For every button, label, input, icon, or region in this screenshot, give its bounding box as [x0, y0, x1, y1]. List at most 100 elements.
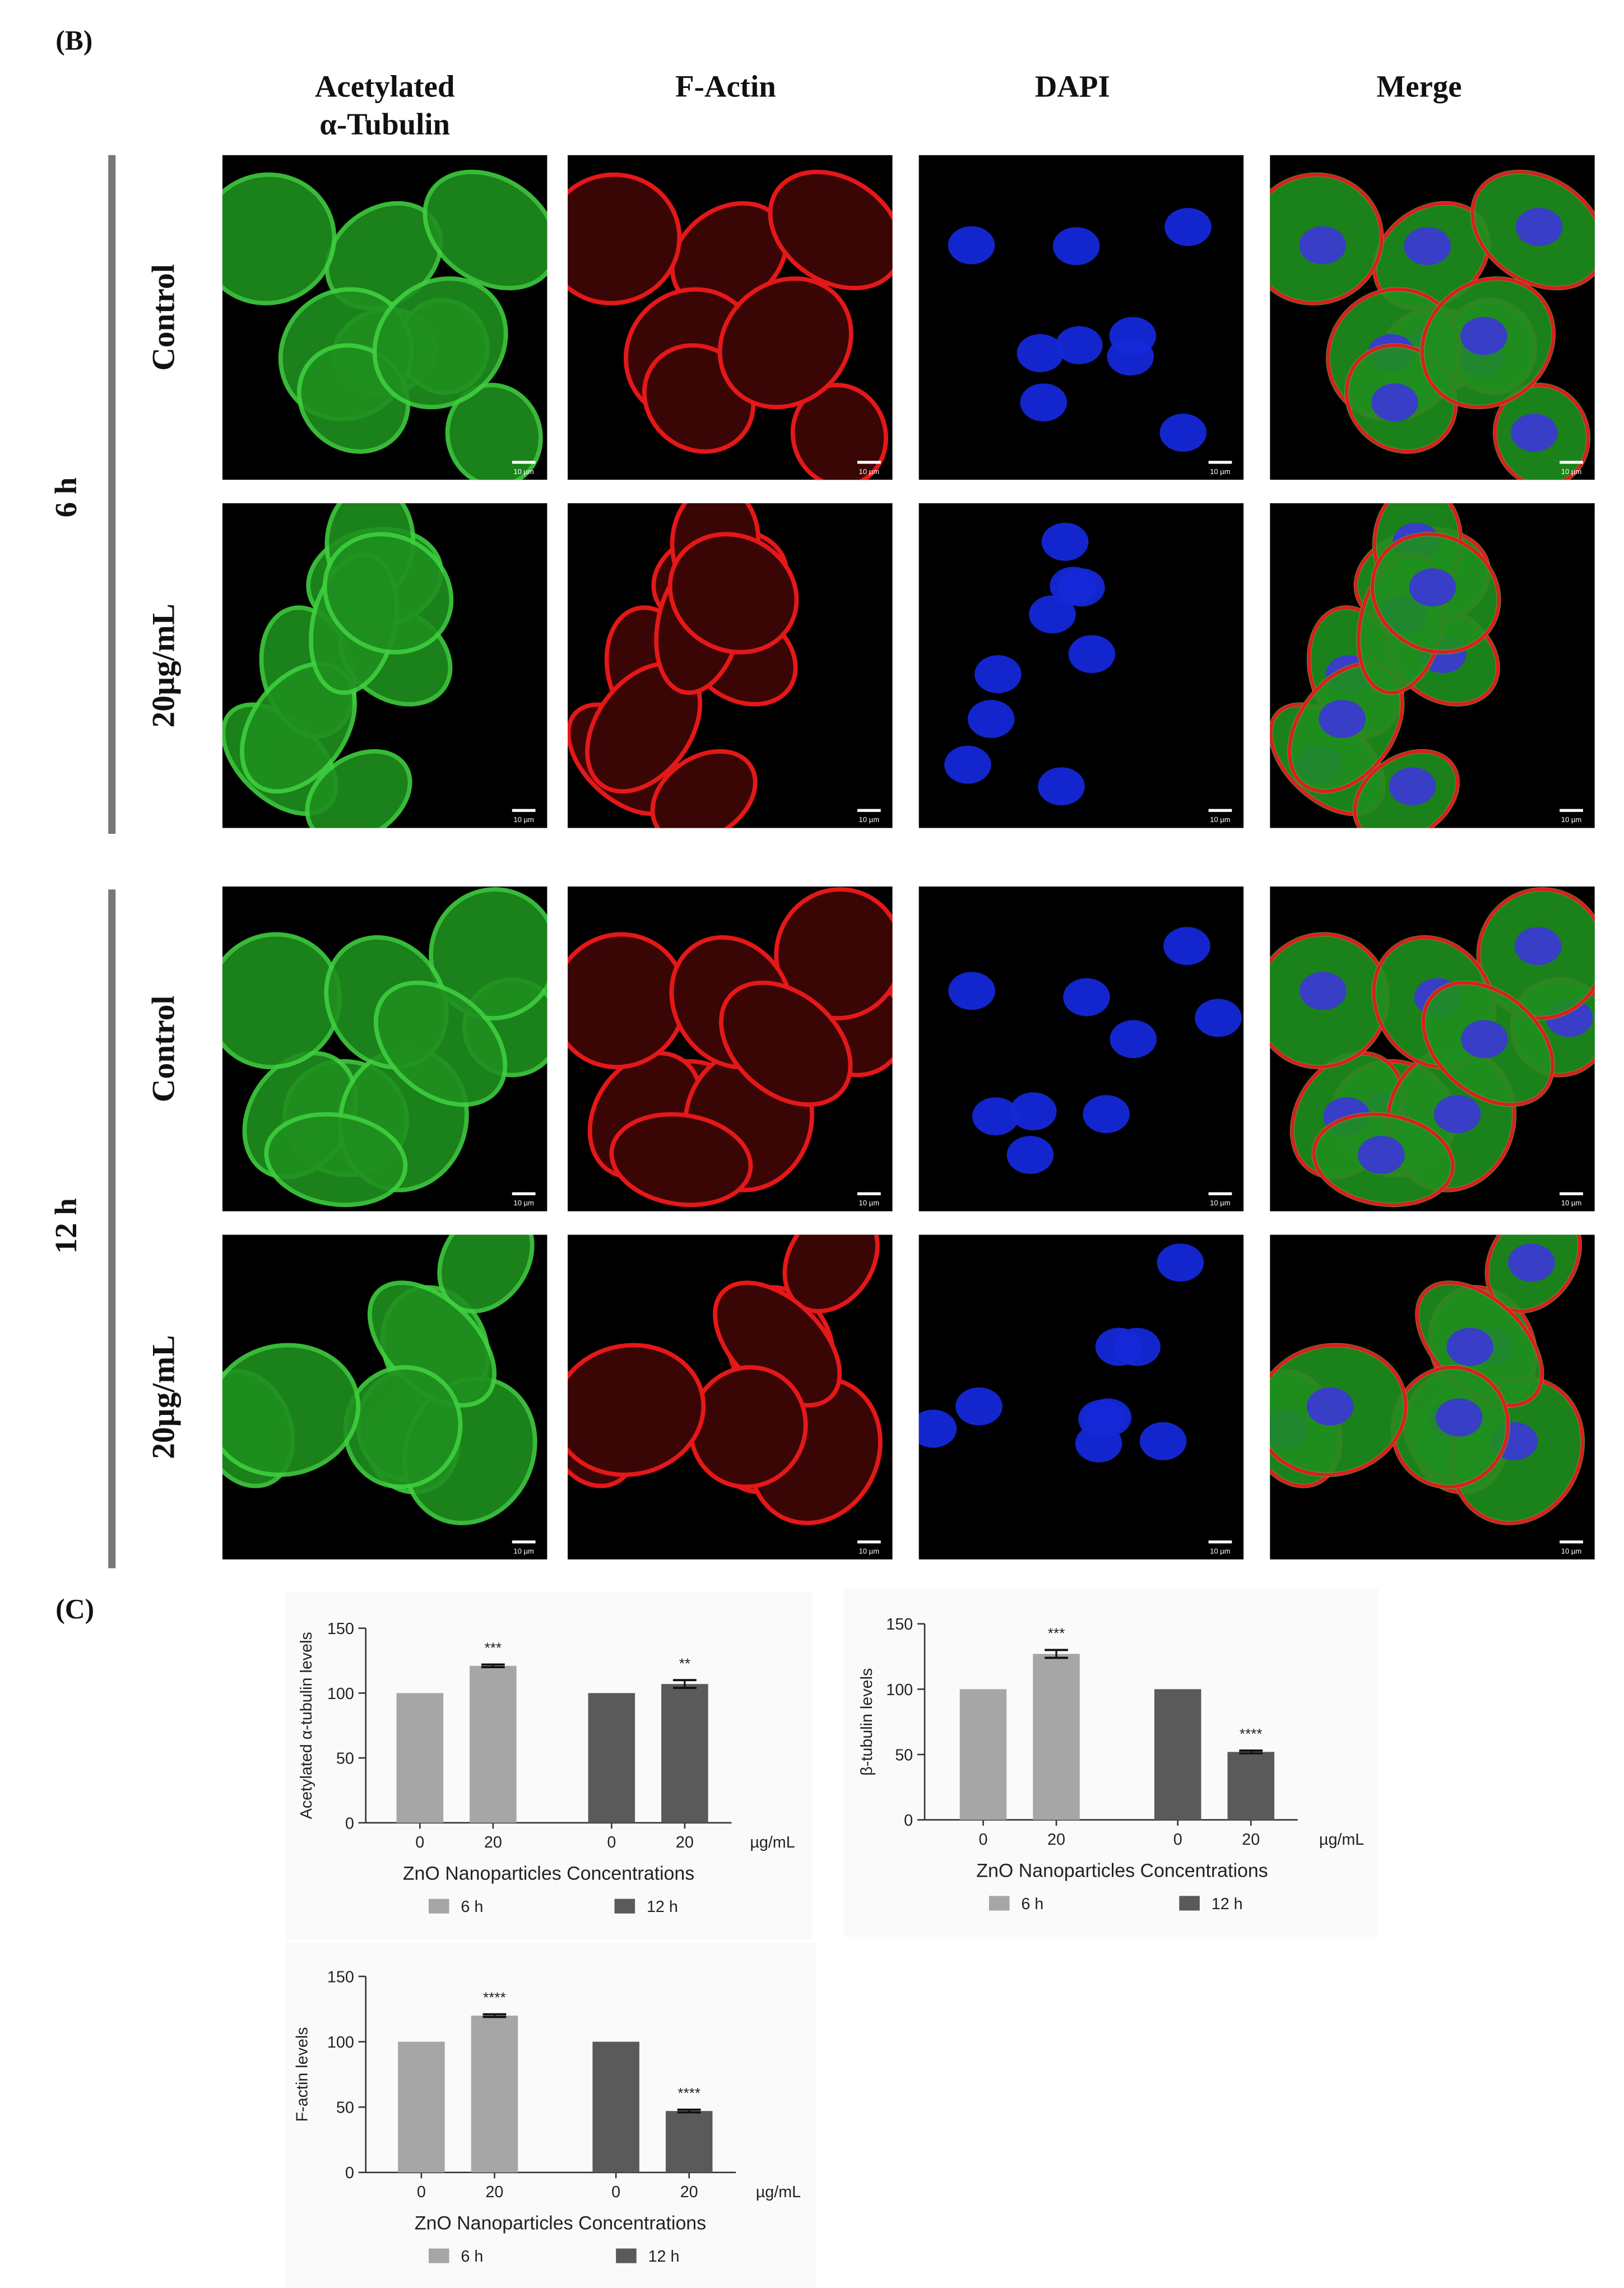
bar	[471, 2015, 518, 2173]
x-tick-label: 20	[485, 2183, 503, 2201]
cell-actin	[1421, 981, 1555, 1107]
legend-label: 6 h	[1021, 1895, 1043, 1913]
x-tick-label: 20	[680, 2183, 698, 2201]
cell-actin	[567, 1343, 706, 1477]
scale-bar-label: 10 µm	[513, 1547, 534, 1555]
y-tick-label: 100	[327, 2034, 354, 2052]
nucleus	[1009, 1092, 1057, 1131]
nucleus	[1371, 383, 1418, 422]
column-header: α-Tubulin	[319, 107, 450, 141]
micrograph: 10 µm	[1270, 503, 1595, 828]
y-tick-label: 150	[327, 1620, 354, 1638]
y-tick-label: 150	[886, 1616, 913, 1633]
nucleus	[1163, 927, 1210, 966]
micrograph: 10 µm	[1270, 155, 1595, 480]
column-header: DAPI	[1035, 69, 1110, 103]
nucleus	[1083, 1095, 1130, 1134]
scale-bar-label: 10 µm	[1210, 467, 1231, 476]
scale-bar-label: 10 µm	[513, 467, 534, 476]
cell-actin	[1353, 749, 1460, 828]
nucleus	[1058, 568, 1105, 607]
nucleus	[1433, 1095, 1481, 1134]
unit-label: µg/mL	[1319, 1831, 1364, 1849]
scale-bar-label: 10 µm	[1210, 815, 1231, 824]
bar	[665, 2111, 713, 2173]
nucleus	[1038, 767, 1085, 806]
significance-label: ***	[485, 1640, 502, 1656]
significance-label: ****	[483, 1989, 506, 2006]
significance-label: **	[679, 1655, 690, 1672]
cell-actin	[1270, 932, 1389, 1069]
micrograph: 10 µm	[222, 887, 547, 1212]
nucleus	[1508, 1243, 1555, 1282]
nucleus	[918, 1409, 957, 1448]
cell-actin	[1370, 532, 1501, 655]
nucleus	[1195, 999, 1242, 1037]
nucleus	[1068, 635, 1116, 674]
x-axis-label: ZnO Nanoparticles Concentrations	[415, 2213, 706, 2234]
cell-actin	[1270, 173, 1384, 305]
cell-tubulin	[222, 1343, 361, 1477]
cell-actin	[1270, 1343, 1408, 1477]
bar	[396, 1693, 444, 1823]
legend-label: 6 h	[461, 2248, 483, 2266]
time-label: 6 h	[49, 477, 83, 518]
nucleus	[1110, 1020, 1157, 1059]
micrograph: 10 µm	[567, 155, 893, 480]
nucleus	[1052, 227, 1100, 266]
nucleus	[1436, 1398, 1483, 1437]
bar	[398, 2041, 445, 2173]
scale-bar-label: 10 µm	[1561, 815, 1582, 824]
bar	[1227, 1752, 1275, 1820]
nucleus	[1041, 522, 1089, 561]
nucleus	[1306, 1387, 1354, 1426]
micrograph: 10 µm	[222, 155, 547, 480]
bar	[1033, 1654, 1080, 1820]
cell-actin	[719, 980, 853, 1107]
row-label: Control	[146, 264, 182, 370]
scale-bar-label: 10 µm	[1561, 1199, 1582, 1207]
column-header: F-Actin	[675, 69, 776, 103]
nucleus	[1515, 208, 1563, 246]
nucleus	[972, 1097, 1019, 1136]
nucleus	[1139, 1422, 1187, 1460]
scale-bar-label: 10 µm	[1561, 467, 1582, 476]
x-axis-label: ZnO Nanoparticles Concentrations	[976, 1860, 1268, 1881]
y-tick-label: 150	[327, 1968, 354, 1986]
scale-bar-label: 10 µm	[1210, 1199, 1231, 1207]
nucleus	[1109, 317, 1157, 355]
group-bracket	[108, 155, 116, 834]
nucleus	[1164, 208, 1212, 246]
x-tick-label: 0	[611, 2183, 620, 2201]
time-label: 12 h	[49, 1198, 83, 1254]
nucleus	[1095, 1328, 1143, 1366]
nucleus	[1299, 226, 1346, 264]
legend-label: 12 h	[1212, 1895, 1243, 1913]
nucleus	[1063, 978, 1110, 1017]
x-tick-label: 0	[415, 1834, 424, 1851]
cell-tubulin	[372, 276, 508, 410]
nucleus	[1055, 326, 1103, 364]
panel-label: (C)	[55, 1593, 94, 1624]
unit-label: µg/mL	[750, 1834, 795, 1851]
legend-label: 6 h	[461, 1898, 483, 1916]
cell-tubulin	[264, 1112, 408, 1208]
nucleus	[967, 700, 1015, 738]
scale-bar-label: 10 µm	[859, 815, 880, 824]
micrograph: 10 µm	[918, 1235, 1244, 1560]
cell-actin	[717, 276, 853, 410]
x-tick-label: 0	[607, 1834, 616, 1851]
significance-label: ***	[1048, 1625, 1065, 1642]
legend-swatch	[428, 2248, 449, 2263]
x-tick-label: 0	[978, 1831, 987, 1849]
x-tick-label: 20	[484, 1834, 502, 1851]
chart-background	[285, 1942, 816, 2288]
micrograph: 10 µm	[1270, 887, 1595, 1212]
bar	[959, 1689, 1007, 1820]
column-header: Acetylated	[315, 69, 455, 103]
y-axis-label: β-tubulin levels	[858, 1668, 876, 1776]
nucleus	[1511, 414, 1558, 452]
cell-actin	[1312, 1112, 1455, 1207]
scale-bar-label: 10 µm	[513, 1199, 534, 1207]
